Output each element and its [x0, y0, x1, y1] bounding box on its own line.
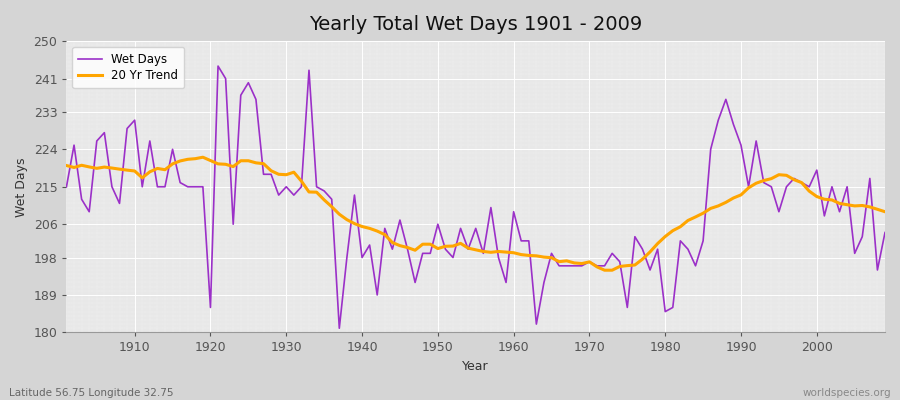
Wet Days	[516, 238, 526, 243]
Text: worldspecies.org: worldspecies.org	[803, 388, 891, 398]
Wet Days	[524, 238, 535, 243]
20 Yr Trend	[615, 264, 626, 269]
Wet Days	[212, 64, 223, 68]
Wet Days	[349, 193, 360, 198]
20 Yr Trend	[879, 209, 890, 214]
20 Yr Trend	[599, 268, 610, 273]
Wet Days	[61, 184, 72, 189]
Y-axis label: Wet Days: Wet Days	[15, 157, 28, 216]
Wet Days	[615, 259, 626, 264]
20 Yr Trend	[516, 252, 526, 257]
Line: Wet Days: Wet Days	[67, 66, 885, 328]
20 Yr Trend	[296, 179, 307, 184]
Wet Days	[296, 184, 307, 189]
Text: Latitude 56.75 Longitude 32.75: Latitude 56.75 Longitude 32.75	[9, 388, 174, 398]
20 Yr Trend	[508, 250, 519, 255]
Title: Yearly Total Wet Days 1901 - 2009: Yearly Total Wet Days 1901 - 2009	[309, 15, 643, 34]
20 Yr Trend	[61, 163, 72, 168]
Wet Days	[879, 230, 890, 235]
20 Yr Trend	[122, 168, 132, 172]
Line: 20 Yr Trend: 20 Yr Trend	[67, 157, 885, 270]
20 Yr Trend	[341, 217, 352, 222]
Wet Days	[122, 126, 132, 131]
Legend: Wet Days, 20 Yr Trend: Wet Days, 20 Yr Trend	[72, 47, 184, 88]
X-axis label: Year: Year	[463, 360, 489, 373]
20 Yr Trend	[197, 155, 208, 160]
Wet Days	[334, 326, 345, 331]
